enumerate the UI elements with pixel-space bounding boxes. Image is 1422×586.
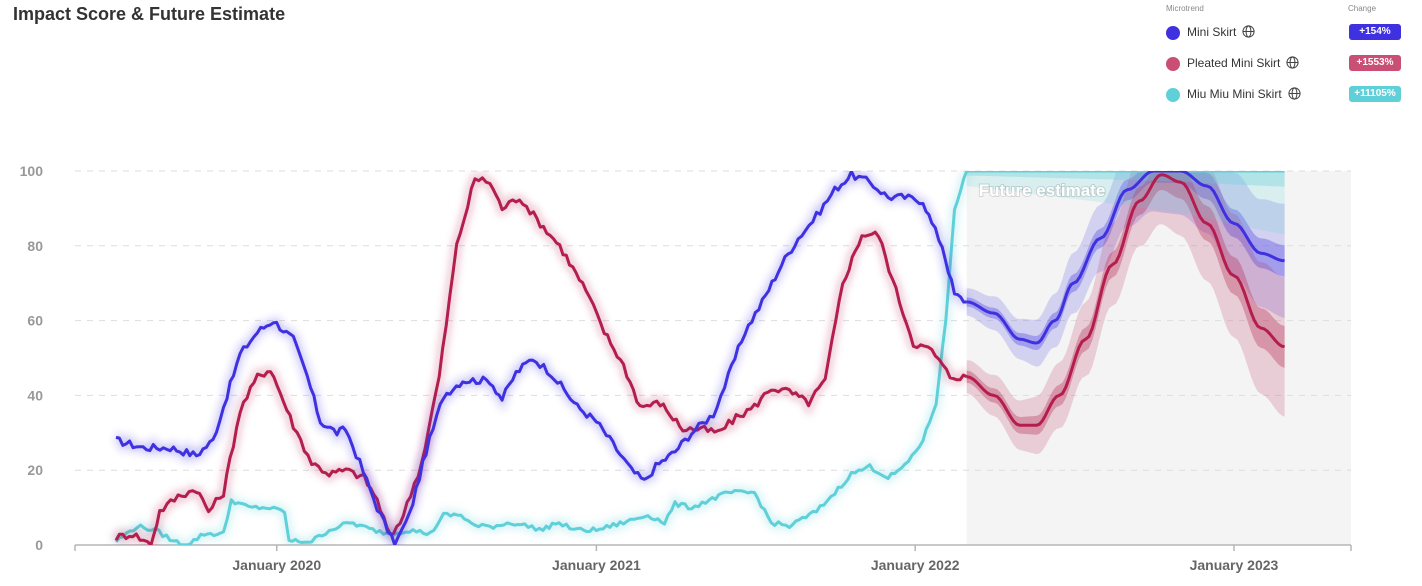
y-tick-label: 0 xyxy=(35,537,43,553)
y-tick-label: 80 xyxy=(27,238,43,254)
x-tick-label: January 2022 xyxy=(871,557,960,573)
forecast-label: Future estimate xyxy=(979,181,1106,200)
line-chart: 0 20 40 60 80 100 January 2020 January 2021 Janu… xyxy=(0,0,1422,586)
y-tick-label: 100 xyxy=(20,163,44,179)
x-tick-label: January 2020 xyxy=(232,557,321,573)
x-tick-label: January 2021 xyxy=(552,557,641,573)
x-tick-label: January 2023 xyxy=(1190,557,1279,573)
y-tick-label: 20 xyxy=(27,462,43,478)
y-tick-label: 60 xyxy=(27,313,43,329)
y-tick-label: 40 xyxy=(27,387,43,403)
